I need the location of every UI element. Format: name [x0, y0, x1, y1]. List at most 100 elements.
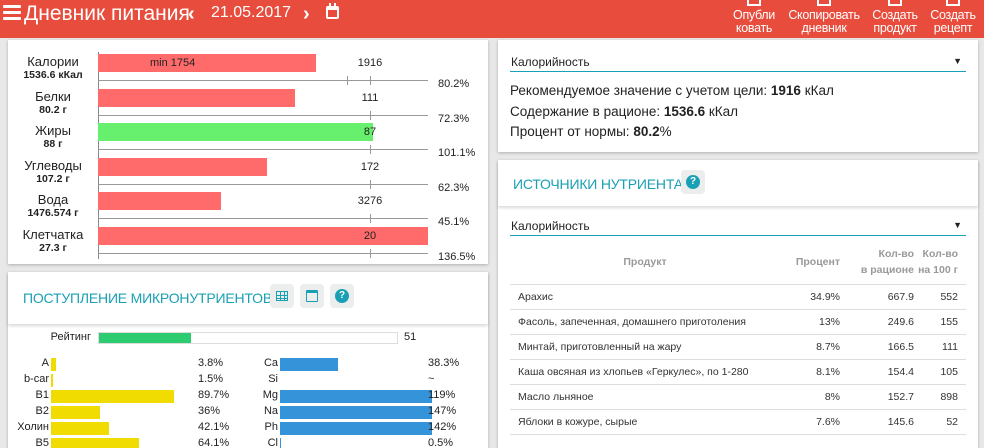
- product-percent: 8.1%: [772, 359, 840, 385]
- target-tick: [370, 179, 371, 189]
- col-product[interactable]: Продукт: [510, 240, 772, 285]
- sources-header: ИСТОЧНИКИ НУТРИЕНТА ?: [498, 160, 978, 206]
- recommended-line: Рекомендуемое значение с учетом цели: 19…: [510, 83, 834, 98]
- create-product-label: Создать продукт: [872, 8, 918, 35]
- target-tick: [370, 110, 371, 120]
- mineral-bar: [280, 406, 432, 419]
- macro-value: 1536.6 кКал: [23, 69, 83, 81]
- product-name[interactable]: Минтай, приготовленный на жару: [510, 334, 772, 360]
- product-name[interactable]: Каша овсяная из хлопьев «Геркулес», по 1…: [510, 359, 772, 385]
- calendar-view-button[interactable]: [300, 284, 324, 308]
- dropdown-arrow-icon: ▼: [953, 56, 962, 66]
- target-tick: [370, 76, 371, 85]
- product-amount: 145.6: [840, 409, 914, 435]
- macro-value: 88 г: [43, 138, 63, 150]
- macro-row: Клетчатка 27.3 г 20 136.5%: [8, 225, 488, 263]
- micronutrient-row: A 3.8% Ca 38.3%: [8, 356, 488, 372]
- sources-select-value: Калорийность: [511, 219, 590, 233]
- product-name[interactable]: Фасоль, запеченная, домашнего приготолен…: [510, 309, 772, 335]
- col-per100[interactable]: Кол-во на 100 г: [914, 240, 966, 285]
- micronutrients-help-button[interactable]: ?: [330, 284, 354, 308]
- table-row[interactable]: Яблоки в кожуре, сырые 7.6% 145.6 52: [510, 409, 966, 435]
- table-row[interactable]: Масло льняное 8% 152.7 898: [510, 384, 966, 410]
- macro-bar: [98, 226, 428, 245]
- macro-target: 3276: [357, 195, 383, 207]
- product-amount: 166.5: [840, 334, 914, 360]
- chart-baseline: [98, 52, 99, 259]
- vitamin-label: Холин: [17, 421, 49, 433]
- macro-min: min 1754: [150, 57, 196, 69]
- macro-bar: [98, 123, 373, 141]
- publish-button[interactable]: Опубли ковать: [728, 0, 780, 38]
- percent-line: Процент от нормы: 80.2%: [510, 124, 672, 139]
- col-percent[interactable]: Процент: [772, 240, 840, 285]
- dropdown-arrow-icon: ▼: [953, 220, 962, 230]
- col-per100-line2: на 100 г: [918, 263, 958, 276]
- macro-row: Белки 80.2 г 111 72.3%: [8, 87, 488, 125]
- product-name[interactable]: Арахис: [510, 284, 772, 310]
- macro-axis: [98, 114, 428, 116]
- table-row[interactable]: Фасоль, запеченная, домашнего приготолен…: [510, 309, 966, 335]
- product-per100: 898: [914, 384, 966, 410]
- micronutrient-row: B5 64.1% Cl 0.5%: [8, 436, 488, 448]
- help-icon: ?: [335, 289, 349, 303]
- product-per100: 155: [914, 309, 966, 335]
- publish-label: Опубли ковать: [733, 8, 775, 35]
- mineral-label: Ca: [263, 357, 278, 369]
- macro-percent: 80.2%: [438, 78, 470, 90]
- macro-target: 1916: [357, 57, 383, 69]
- mineral-percent: 38.3%: [428, 357, 460, 369]
- macro-bar: [98, 192, 221, 210]
- target-tick: [370, 248, 371, 258]
- hamburger-menu-icon[interactable]: [3, 5, 21, 21]
- next-date-chevron-icon[interactable]: ›: [303, 3, 310, 25]
- product-name[interactable]: Яблоки в кожуре, сырые: [510, 409, 772, 435]
- table-row[interactable]: Каша овсяная из хлопьев «Геркулес», по 1…: [510, 359, 966, 385]
- micronutrients-title: ПОСТУПЛЕНИЕ МИКРОНУТРИЕНТОВ: [23, 290, 272, 306]
- col-amount[interactable]: Кол-во в рационе: [840, 240, 914, 285]
- calendar-icon[interactable]: [326, 3, 339, 19]
- nutrient-select[interactable]: Калорийность ▼: [510, 52, 966, 72]
- rating-value: 51: [404, 331, 417, 343]
- macro-percent: 136.5%: [438, 250, 476, 263]
- vitamin-bar: [51, 358, 57, 371]
- nutrient-sources-panel: ИСТОЧНИКИ НУТРИЕНТА ? Калорийность ▼ Про…: [498, 160, 978, 448]
- col-amount-line2: в рационе: [860, 263, 914, 276]
- macro-row: Углеводы 107.2 г 172 62.3%: [8, 156, 488, 194]
- mineral-bar: [280, 390, 432, 403]
- sources-nutrient-select[interactable]: Калорийность ▼: [510, 216, 966, 236]
- table-view-button[interactable]: [270, 284, 294, 308]
- micronutrient-row: B2 36% Na 147%: [8, 404, 488, 420]
- mineral-percent: 142%: [428, 421, 457, 433]
- product-per100: 52: [914, 409, 966, 435]
- table-row[interactable]: Арахис 34.9% 667.9 552: [510, 284, 966, 310]
- product-name[interactable]: Масло льняное: [510, 384, 772, 410]
- copy-diary-button[interactable]: Скопировать дневник: [784, 0, 864, 38]
- page-title: Дневник питания: [24, 2, 190, 25]
- add-product-icon: [888, 0, 902, 6]
- macro-axis: [98, 183, 428, 185]
- macro-name: Белки: [35, 88, 71, 104]
- prev-date-chevron-icon[interactable]: ‹: [188, 3, 195, 25]
- micronutrients-panel: ПОСТУПЛЕНИЕ МИКРОНУТРИЕНТОВ ? Рейтинг 51…: [8, 272, 488, 448]
- col-per100-line1: Кол-во: [922, 247, 958, 260]
- product-amount: 152.7: [840, 384, 914, 410]
- create-recipe-button[interactable]: Создать рецепт: [925, 0, 981, 38]
- create-product-button[interactable]: Создать продукт: [867, 0, 923, 38]
- product-percent: 7.6%: [772, 409, 840, 435]
- table-row[interactable]: Минтай, приготовленный на жару 8.7% 166.…: [510, 334, 966, 360]
- vitamin-bar: [51, 406, 101, 419]
- mineral-percent: 147%: [428, 405, 457, 417]
- rating-bar-fill: [99, 333, 191, 343]
- current-date[interactable]: 21.05.2017: [211, 4, 292, 21]
- macro-value: 80.2 г: [39, 103, 67, 116]
- target-tick: [370, 145, 371, 154]
- sources-help-button[interactable]: ?: [681, 170, 705, 194]
- macro-target: 111: [361, 91, 379, 104]
- mineral-percent: ~: [428, 373, 435, 385]
- product-amount: 154.4: [840, 359, 914, 385]
- percent-value: 80.2: [633, 124, 660, 139]
- help-icon: ?: [686, 175, 700, 189]
- rating-bar: [98, 332, 398, 344]
- macro-target: 87: [363, 126, 377, 138]
